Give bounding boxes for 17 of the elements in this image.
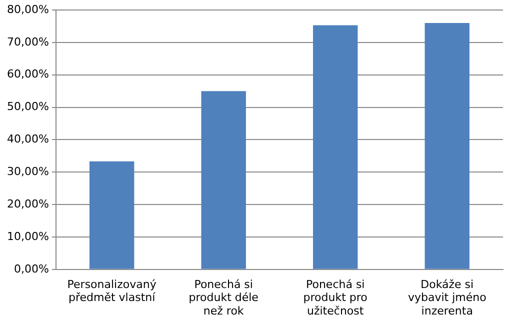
x-tick-label: Ponechá si produkt déle než rok <box>188 278 259 318</box>
y-tick-label: 10,00% <box>6 230 49 243</box>
y-tick-label: 50,00% <box>6 100 49 114</box>
x-tick-label: Dokáže si vybavit jméno inzerenta <box>408 278 487 318</box>
bar <box>201 91 246 269</box>
y-tick-label: 40,00% <box>6 132 49 146</box>
bar <box>424 22 470 269</box>
y-tick-label: 60,00% <box>6 68 49 81</box>
x-tick-label: Ponechá si produkt pro užitečnost <box>303 278 368 318</box>
y-tick-label: 80,00% <box>6 2 49 16</box>
x-tick-label: Personalizovaný předmět vlastní <box>67 278 157 304</box>
bar <box>313 25 358 269</box>
y-tick-label: 70,00% <box>6 35 49 48</box>
y-tick-label: 0,00% <box>14 262 49 276</box>
bar <box>89 161 134 269</box>
y-tick-label: 20,00% <box>6 197 49 210</box>
y-tick-label: 30,00% <box>6 164 49 178</box>
